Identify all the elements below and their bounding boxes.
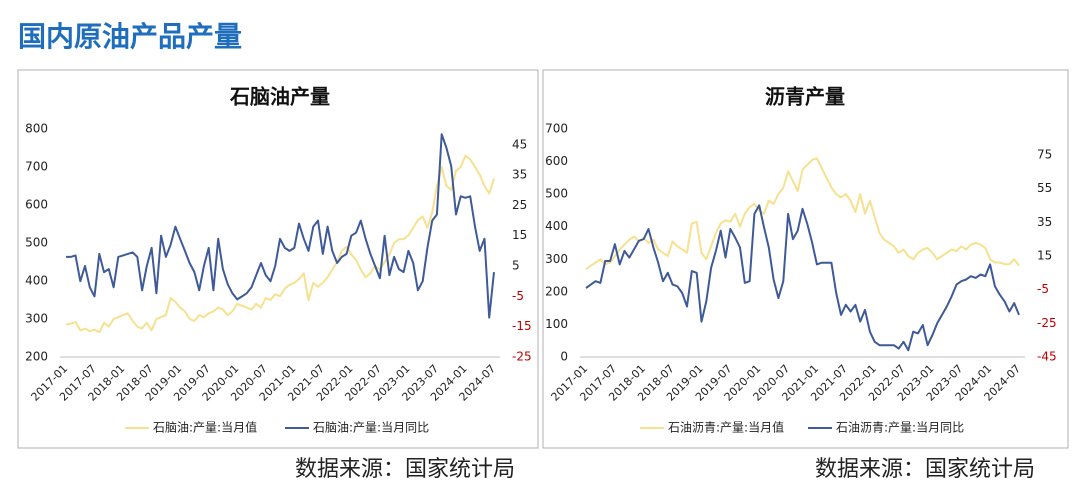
y-tick-label: 700 [25,160,48,174]
y2-tick-label: -25 [512,350,532,364]
data-line [65,154,495,334]
source-note: 数据来源：国家统计局 [295,457,515,482]
y-tick-label: 700 [545,122,568,136]
data-line [66,133,495,319]
y-tick-label: 800 [25,122,48,136]
y2-tick-label: -5 [1037,282,1049,296]
y-tick-label: 400 [25,274,48,288]
chart-title: 沥青产量 [765,85,845,109]
legend-label: 石油沥青:产量:当月值 [668,420,784,435]
y2-tick-label: -15 [512,319,532,333]
y2-tick-label: -45 [1037,350,1057,364]
y-tick-label: 600 [545,154,568,168]
data-line [585,157,1020,270]
legend-label: 石脑油:产量:当月同比 [313,421,429,435]
chart-panel [17,69,539,449]
y2-tick-label: 45 [512,137,527,151]
y2-tick-label: 35 [1037,215,1052,229]
y2-tick-label: 15 [512,228,527,242]
y2-tick-label: -5 [512,289,524,303]
page-title: 国内原油产品产量 [18,20,242,53]
y2-tick-label: 15 [1037,248,1052,262]
y-tick-label: 200 [25,350,48,364]
y-tick-label: 200 [545,284,568,298]
y-tick-label: 400 [545,219,568,233]
chart-title: 石脑油产量 [229,85,330,109]
y2-tick-label: 5 [512,259,520,273]
y-tick-label: 300 [545,252,568,266]
y-tick-label: 500 [545,187,568,201]
y2-tick-label: 25 [512,198,527,212]
y-tick-label: 0 [560,350,568,364]
y2-tick-label: 35 [512,168,527,182]
y-tick-label: 300 [25,312,48,326]
y2-tick-label: -25 [1037,316,1057,330]
chart-panel [542,69,1069,449]
y-tick-label: 600 [25,198,48,212]
legend-label: 石油沥青:产量:当月同比 [836,421,964,435]
legend-label: 石脑油:产量:当月值 [153,420,257,435]
source-note: 数据来源：国家统计局 [815,457,1035,482]
data-line [585,204,1020,352]
y2-tick-label: 75 [1037,147,1052,161]
y2-tick-label: 55 [1037,181,1052,195]
y-tick-label: 100 [545,317,568,331]
y-tick-label: 500 [25,236,48,250]
